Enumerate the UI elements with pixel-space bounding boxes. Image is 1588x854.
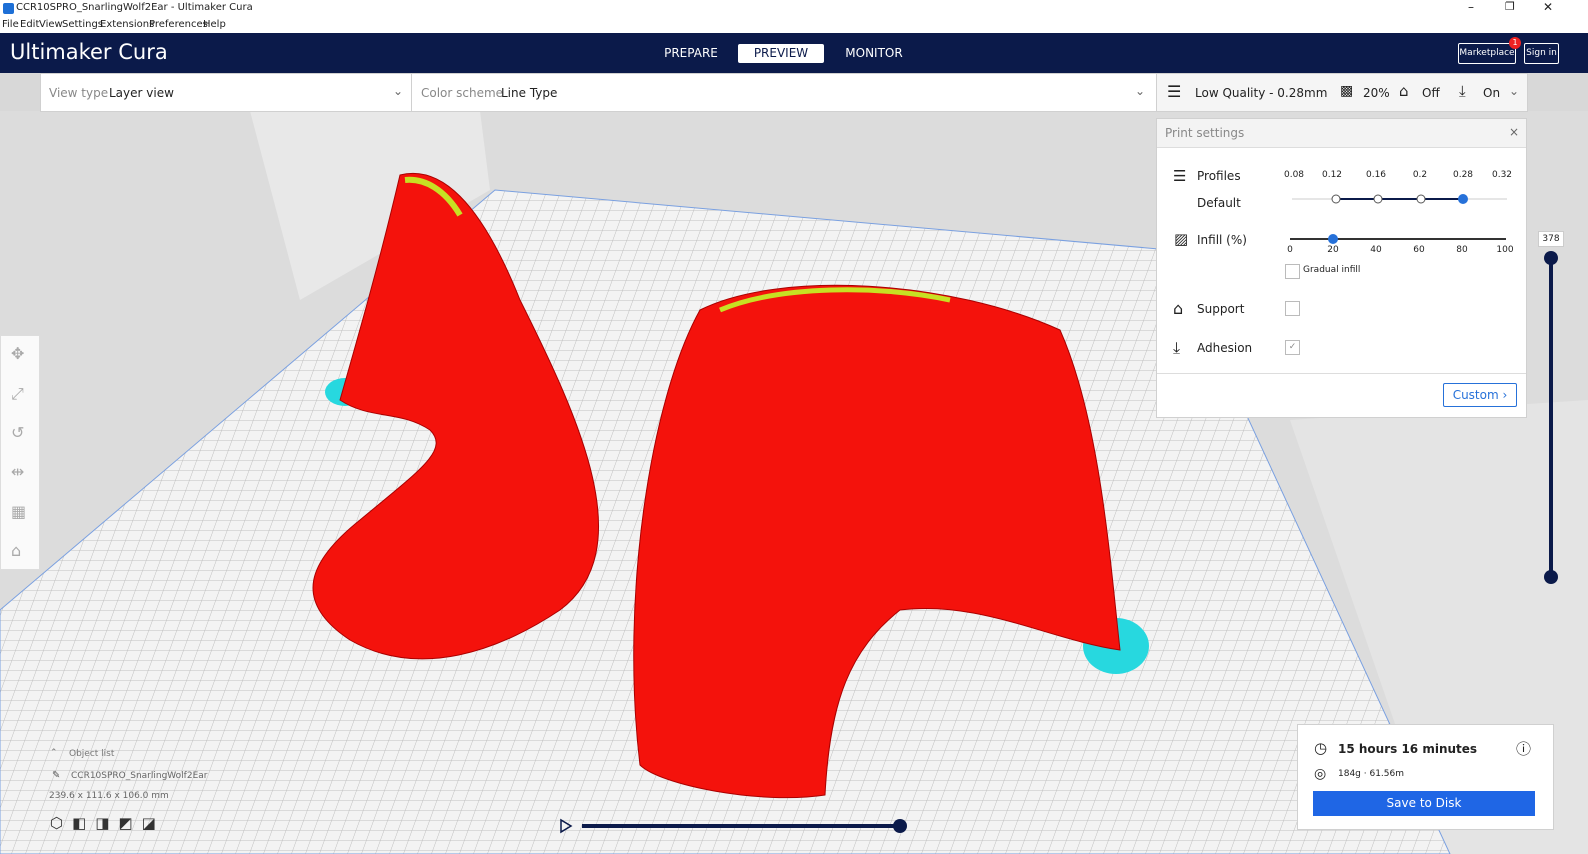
default-label: Default xyxy=(1197,196,1241,210)
icon: ⤓ xyxy=(1459,82,1466,100)
object-list-toggle[interactable]: ⌃ xyxy=(50,748,58,758)
adhesion: On xyxy=(1483,86,1501,100)
sign-in-button[interactable]: Sign in xyxy=(1524,43,1559,64)
move-tool[interactable]: ✥ xyxy=(11,344,25,363)
infill-tick: 40 xyxy=(1370,245,1382,255)
menu-item[interactable]: Settings xyxy=(62,19,104,30)
spool-icon: ◎ xyxy=(1314,766,1327,782)
menu-bar: File Edit View Settings Extensions Prefe… xyxy=(0,18,1588,33)
infill-label: Infill (%) xyxy=(1197,233,1247,247)
badge: 1 xyxy=(1509,37,1521,49)
profile-tick: 0.32 xyxy=(1491,170,1513,180)
icon: ⤓ xyxy=(1173,338,1181,357)
infill-slider[interactable] xyxy=(1287,231,1512,247)
tab[interactable]: MONITOR xyxy=(845,46,903,60)
infill-tick: 20 xyxy=(1327,245,1339,255)
scale-tool[interactable]: ⤢ xyxy=(11,384,24,403)
label: Color scheme xyxy=(421,86,504,100)
object-dims: 239.6 x 111.6 x 106.0 mm xyxy=(49,791,169,801)
custom-label: Custom xyxy=(1452,388,1499,402)
quality: Low Quality - 0.28mm xyxy=(1195,86,1328,100)
icon: ▨ xyxy=(1174,230,1189,248)
profile-tick: 0.28 xyxy=(1452,170,1474,180)
menu-item[interactable]: File xyxy=(2,19,19,30)
marketplace-button[interactable]: Marketplace xyxy=(1458,43,1516,64)
panel-title: Print settings xyxy=(1165,126,1245,140)
adhesion-label: Adhesion xyxy=(1197,341,1253,355)
menu-item[interactable]: Help xyxy=(203,19,226,30)
maximize[interactable]: ❐ xyxy=(1505,0,1515,13)
divider xyxy=(1157,373,1526,374)
infill: 20% xyxy=(1363,86,1390,100)
support-label: Support xyxy=(1197,302,1245,316)
close[interactable]: × xyxy=(1509,125,1520,139)
save-button[interactable]: Save to Disk xyxy=(1313,791,1535,816)
icon: ☰ xyxy=(1167,82,1182,101)
label: View type xyxy=(49,86,109,100)
window-title: CCR10SPRO_SnarlingWolf2Ear - Ultimaker C… xyxy=(16,2,253,13)
camera-views[interactable]: ⬡◧◨◩◪ xyxy=(50,814,165,832)
menu-item[interactable]: View xyxy=(39,19,63,30)
profile-tick: 0.08 xyxy=(1283,170,1305,180)
tool-panel: ✥ ⤢ ↺ ⇹ ▦ ⌂ xyxy=(0,335,40,570)
print-setup-bar[interactable]: ☰ Low Quality - 0.28mm ▩ 20% ⌂ Off ⤓ On … xyxy=(1156,73,1528,112)
profile-tick: 0.2 xyxy=(1412,170,1428,180)
profile-slider[interactable] xyxy=(1287,191,1512,207)
value: Layer view xyxy=(109,86,174,100)
gradual-label: Gradual infill xyxy=(1303,265,1361,275)
material: 184g · 61.56m xyxy=(1338,769,1405,779)
support-checkbox[interactable] xyxy=(1285,301,1300,316)
adhesion-checkbox[interactable]: ✓ xyxy=(1285,340,1300,355)
menu-item[interactable]: Extensions xyxy=(100,19,155,30)
edit-icon: ✎ xyxy=(52,770,61,781)
gradual-checkbox[interactable] xyxy=(1285,264,1300,279)
icon: ⌂ xyxy=(1399,82,1409,100)
panel-header xyxy=(1157,119,1526,148)
minimize[interactable]: – xyxy=(1468,0,1474,14)
profile-tick: 0.16 xyxy=(1365,170,1387,180)
support-tool[interactable]: ⌂ xyxy=(11,541,22,560)
color-scheme-dropdown[interactable]: Color scheme Line Type ⌄ xyxy=(411,73,1157,112)
custom-button[interactable]: Custom › xyxy=(1443,383,1517,407)
title-bar: CCR10SPRO_SnarlingWolf2Ear - Ultimaker C… xyxy=(0,0,1588,18)
close[interactable]: ✕ xyxy=(1543,0,1554,14)
logo: Ultimaker Cura xyxy=(10,40,168,64)
permodel-tool[interactable]: ▦ xyxy=(11,502,27,521)
layer-slider[interactable] xyxy=(1540,250,1562,590)
chevron: ⌄ xyxy=(1509,84,1520,98)
layer-value: 378 xyxy=(1538,231,1564,247)
rotate-tool[interactable]: ↺ xyxy=(11,423,25,442)
value: Line Type xyxy=(501,86,558,100)
menu-item[interactable]: Edit xyxy=(20,19,40,30)
menu-item[interactable]: Preferences xyxy=(149,19,208,30)
object-list-label: Object list xyxy=(69,749,115,759)
app-icon xyxy=(3,3,14,14)
view-type-dropdown[interactable]: View type Layer view ⌄ xyxy=(40,73,412,112)
infill-tick: 100 xyxy=(1496,245,1514,255)
tab[interactable]: PREPARE xyxy=(664,46,718,60)
playback-slider[interactable] xyxy=(555,813,915,839)
icon: ⌂ xyxy=(1173,299,1184,318)
infill-tick: 60 xyxy=(1413,245,1425,255)
profiles-label: Profiles xyxy=(1197,169,1241,183)
print-estimate: ◷ 15 hours 16 minutes ⓘ ◎ 184g · 61.56m … xyxy=(1297,724,1554,830)
profile-tick: 0.12 xyxy=(1321,170,1343,180)
print-settings-panel: Print settings × ☰ Profiles Default 0.08… xyxy=(1156,118,1527,418)
chevron: ⌄ xyxy=(1135,84,1146,98)
infill-tick: 0 xyxy=(1287,245,1293,255)
chevron: ⌄ xyxy=(393,84,404,98)
icon: ☰ xyxy=(1173,167,1187,185)
print-time: 15 hours 16 minutes xyxy=(1338,742,1478,756)
infill-tick: 80 xyxy=(1456,245,1468,255)
support: Off xyxy=(1422,86,1440,100)
clock-icon: ◷ xyxy=(1314,739,1328,757)
info-icon[interactable]: ⓘ xyxy=(1516,740,1532,758)
icon: ▩ xyxy=(1340,83,1354,99)
tab-active[interactable]: PREVIEW xyxy=(738,44,824,63)
mirror-tool[interactable]: ⇹ xyxy=(11,462,25,481)
object-name: CCR10SPRO_SnarlingWolf2Ear xyxy=(71,771,208,781)
